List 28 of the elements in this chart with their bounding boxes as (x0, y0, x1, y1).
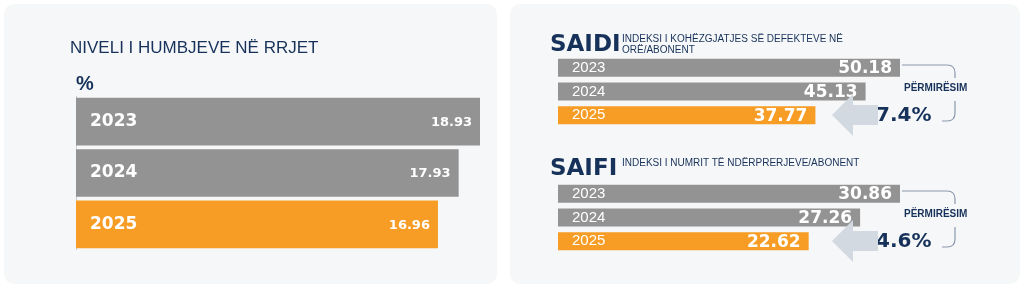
chart-subtitle: INDEKSI I KOHËZGJATJES SË DEFEKTEVE NË ORË/ABONENT (622, 33, 844, 55)
y-tick-label: 2023 (90, 110, 138, 131)
data-label: 22.62 (746, 230, 801, 251)
y-tick-label: 2024 (572, 207, 606, 225)
data-label: 45.13 (803, 80, 858, 101)
chart-title: SAIFI (550, 154, 618, 180)
y-tick-label: 2024 (572, 81, 606, 99)
y-tick-label: 2024 (90, 161, 138, 182)
y-tick-label: 2023 (572, 57, 606, 75)
annotation: 7.4% (876, 102, 932, 126)
chart-title: NIVELI I HUMBJEVE NË RRJET (70, 38, 319, 58)
data-label: 16.96 (388, 216, 430, 232)
chart-title: SAIDI (550, 30, 621, 56)
text: PËRMIRËSIM (904, 82, 968, 93)
data-label: 17.93 (409, 165, 451, 181)
data-label: 18.93 (430, 114, 472, 130)
y-axis-title: % (76, 72, 94, 95)
y-tick-label: 2023 (572, 183, 606, 201)
chart-subtitle: INDEKSI I NUMRIT TË NDËRPRERJEVE/ABONENT (622, 157, 861, 168)
data-label: 50.18 (838, 57, 892, 78)
y-tick-label: 2025 (572, 105, 606, 123)
text: PËRMIRËSIM (904, 208, 968, 219)
data-label: 27.26 (798, 206, 853, 227)
data-label: 30.86 (838, 183, 892, 204)
y-tick-label: 2025 (572, 231, 606, 249)
annotation: 4.6% (876, 228, 932, 252)
y-tick-label: 2025 (90, 212, 138, 233)
data-label: 37.77 (753, 104, 808, 125)
